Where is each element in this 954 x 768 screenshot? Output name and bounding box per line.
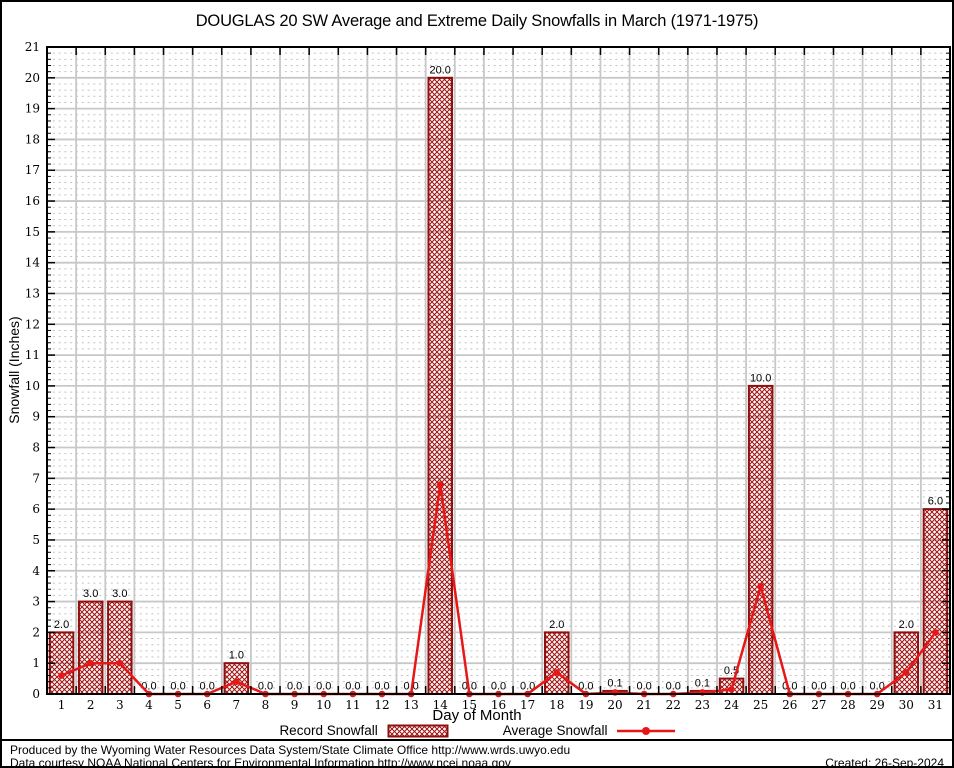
- svg-text:4: 4: [145, 698, 153, 712]
- svg-text:13: 13: [403, 698, 418, 712]
- svg-text:0.0: 0.0: [491, 681, 506, 693]
- svg-text:0.0: 0.0: [374, 681, 389, 693]
- svg-text:19: 19: [25, 102, 40, 116]
- svg-text:3: 3: [32, 595, 40, 609]
- svg-text:3: 3: [116, 698, 124, 712]
- svg-text:8: 8: [262, 698, 270, 712]
- svg-text:2.0: 2.0: [549, 619, 564, 631]
- svg-text:18: 18: [25, 132, 40, 146]
- svg-text:6: 6: [203, 698, 211, 712]
- footer-row: Data courtesy NOAA National Centers for …: [10, 756, 944, 768]
- svg-text:8: 8: [32, 441, 40, 455]
- svg-text:25: 25: [753, 698, 768, 712]
- svg-text:0.0: 0.0: [636, 681, 651, 693]
- svg-text:0.0: 0.0: [578, 681, 593, 693]
- svg-text:0.0: 0.0: [870, 681, 885, 693]
- svg-text:29: 29: [870, 698, 885, 712]
- svg-text:27: 27: [811, 698, 826, 712]
- svg-text:3.0: 3.0: [112, 588, 127, 600]
- legend: Record Snowfall Average Snowfall: [2, 723, 952, 738]
- footer-data-courtesy: Data courtesy NOAA National Centers for …: [10, 756, 511, 768]
- svg-text:1.0: 1.0: [229, 650, 244, 662]
- svg-text:0.0: 0.0: [520, 681, 535, 693]
- svg-text:11: 11: [25, 348, 40, 362]
- svg-text:6: 6: [32, 502, 40, 516]
- svg-text:14: 14: [433, 698, 449, 712]
- svg-text:26: 26: [782, 698, 797, 712]
- svg-text:7: 7: [32, 471, 40, 485]
- svg-text:31: 31: [928, 698, 943, 712]
- created-timestamp: Created: 26-Sep-2024: [825, 756, 944, 768]
- svg-text:30: 30: [899, 698, 914, 712]
- svg-text:5: 5: [32, 533, 40, 547]
- svg-text:23: 23: [695, 698, 710, 712]
- legend-record-label: Record Snowfall: [279, 723, 378, 738]
- svg-text:4: 4: [32, 564, 40, 578]
- svg-text:2.0: 2.0: [54, 619, 69, 631]
- average-snowfall-line-icon: [616, 726, 675, 735]
- svg-text:13: 13: [25, 286, 40, 300]
- footer-divider: [2, 739, 952, 741]
- legend-average-label: Average Snowfall: [502, 723, 608, 738]
- svg-text:10.0: 10.0: [750, 372, 771, 384]
- svg-text:0.0: 0.0: [811, 681, 826, 693]
- svg-text:20: 20: [25, 71, 40, 85]
- svg-text:24: 24: [724, 698, 740, 712]
- svg-text:0.0: 0.0: [200, 681, 215, 693]
- svg-text:6.0: 6.0: [928, 496, 943, 508]
- svg-text:18: 18: [549, 698, 564, 712]
- record-snowfall-swatch-icon: [387, 724, 449, 737]
- svg-text:17: 17: [520, 698, 535, 712]
- svg-text:0.0: 0.0: [840, 681, 855, 693]
- svg-text:0.0: 0.0: [287, 681, 302, 693]
- chart-title: DOUGLAS 20 SW Average and Extreme Daily …: [195, 12, 759, 30]
- svg-text:14: 14: [25, 256, 41, 270]
- svg-text:11: 11: [345, 698, 360, 712]
- svg-text:20: 20: [607, 698, 622, 712]
- svg-text:17: 17: [25, 163, 40, 177]
- svg-text:16: 16: [25, 194, 40, 208]
- svg-text:2: 2: [87, 698, 95, 712]
- svg-text:21: 21: [637, 698, 652, 712]
- svg-text:12: 12: [25, 317, 40, 331]
- svg-text:7: 7: [233, 698, 241, 712]
- svg-text:20.0: 20.0: [430, 64, 451, 76]
- svg-text:0.0: 0.0: [345, 681, 360, 693]
- svg-text:12: 12: [374, 698, 389, 712]
- svg-text:0: 0: [32, 687, 40, 701]
- svg-text:28: 28: [840, 698, 855, 712]
- svg-text:0.0: 0.0: [666, 681, 681, 693]
- svg-text:21: 21: [25, 40, 40, 54]
- svg-text:5: 5: [174, 698, 182, 712]
- svg-text:1: 1: [58, 698, 66, 712]
- svg-text:10: 10: [316, 698, 331, 712]
- svg-text:3.0: 3.0: [83, 588, 98, 600]
- svg-text:9: 9: [32, 410, 40, 424]
- svg-text:0.0: 0.0: [316, 681, 331, 693]
- svg-text:0.1: 0.1: [695, 677, 710, 689]
- svg-text:9: 9: [291, 698, 299, 712]
- footer-produced-by: Produced by the Wyoming Water Resources …: [10, 743, 571, 757]
- svg-text:16: 16: [491, 698, 506, 712]
- svg-text:0.0: 0.0: [258, 681, 273, 693]
- svg-text:19: 19: [578, 698, 593, 712]
- svg-text:0.0: 0.0: [170, 681, 185, 693]
- svg-text:1: 1: [32, 656, 40, 670]
- x-axis-label: Day of Month: [432, 707, 522, 724]
- svg-text:10: 10: [25, 379, 40, 393]
- svg-text:15: 15: [25, 225, 40, 239]
- svg-text:2.0: 2.0: [899, 619, 914, 631]
- svg-text:15: 15: [462, 698, 477, 712]
- svg-text:0.1: 0.1: [607, 677, 622, 689]
- svg-text:22: 22: [666, 698, 681, 712]
- svg-text:2: 2: [32, 625, 40, 639]
